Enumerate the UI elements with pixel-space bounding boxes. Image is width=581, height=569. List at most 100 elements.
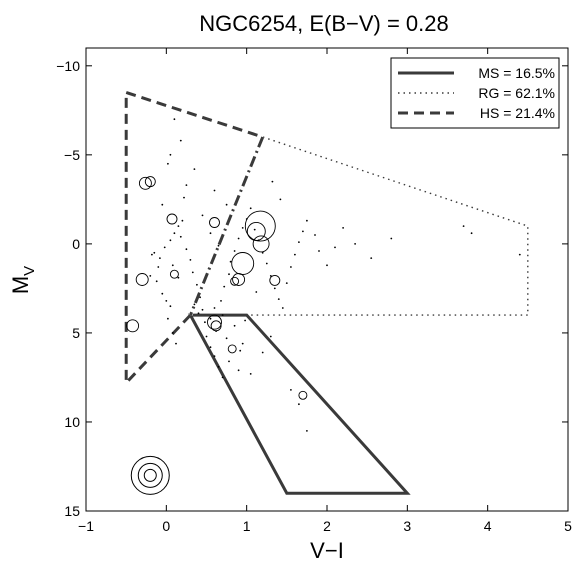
data-point-69 <box>290 389 292 391</box>
data-circle-6 <box>252 235 270 253</box>
data-point-92 <box>279 198 282 201</box>
data-point-28 <box>220 300 222 302</box>
x-tick-label-4: 3 <box>403 518 411 534</box>
data-circle-17 <box>298 390 308 400</box>
data-point-61 <box>518 253 521 256</box>
data-circle-14 <box>207 314 222 330</box>
data-point-87 <box>201 214 204 217</box>
data-circle-9 <box>230 276 240 286</box>
data-point-71 <box>306 430 308 432</box>
data-point-55 <box>342 227 344 229</box>
data-point-64 <box>228 360 230 363</box>
legend-label-solid: MS = 16.5% <box>478 65 555 81</box>
legend-label-dashed: HS = 21.4% <box>480 105 555 121</box>
data-point-13 <box>173 232 176 235</box>
data-point-62 <box>217 365 220 368</box>
data-point-29 <box>223 285 226 288</box>
data-point-31 <box>229 260 232 263</box>
data-point-76 <box>241 342 244 345</box>
data-point-68 <box>269 335 272 338</box>
data-point-93 <box>244 319 247 322</box>
data-point-89 <box>217 244 220 247</box>
data-point-0 <box>149 275 152 277</box>
data-circle-15 <box>210 320 222 332</box>
data-point-74 <box>221 314 224 316</box>
data-point-54 <box>334 246 336 249</box>
data-point-91 <box>271 180 274 183</box>
data-point-16 <box>179 235 182 238</box>
data-point-88 <box>209 232 212 235</box>
data-point-15 <box>181 219 184 222</box>
legend-label-dotted: RG = 62.1% <box>478 85 555 101</box>
data-point-58 <box>390 237 393 240</box>
data-point-9 <box>159 257 161 259</box>
data-point-34 <box>241 227 244 229</box>
data-point-43 <box>277 298 280 300</box>
legend-box <box>390 57 560 129</box>
data-circle-13 <box>126 319 140 333</box>
data-point-24 <box>205 335 208 338</box>
data-point-53 <box>326 264 328 267</box>
size-key <box>130 455 170 495</box>
data-point-4 <box>169 305 172 308</box>
data-point-78 <box>193 303 196 306</box>
region-boundary-underlay <box>188 136 265 316</box>
y-tick-label-1: −5 <box>64 147 80 163</box>
data-point-10 <box>153 251 156 254</box>
data-point-66 <box>249 373 252 375</box>
size-key-ring-0 <box>130 455 170 495</box>
data-circle-0 <box>138 176 152 190</box>
data-point-83 <box>169 153 172 156</box>
data-point-6 <box>171 332 174 334</box>
data-point-81 <box>151 253 153 256</box>
data-point-11 <box>163 246 166 249</box>
data-point-14 <box>177 225 180 228</box>
data-point-47 <box>294 253 296 256</box>
data-point-22 <box>201 308 204 311</box>
data-point-2 <box>161 292 164 295</box>
x-axis-label: V−I <box>310 538 344 563</box>
data-point-40 <box>265 262 268 265</box>
x-tick-label-0: −1 <box>78 518 94 534</box>
data-point-18 <box>189 259 192 261</box>
data-point-12 <box>169 239 172 242</box>
data-point-56 <box>354 243 356 245</box>
data-point-17 <box>185 248 188 251</box>
y-axis-label-sub: V <box>21 266 38 276</box>
size-key-ring-2 <box>143 468 157 482</box>
data-point-65 <box>237 369 240 372</box>
data-point-98 <box>193 168 196 171</box>
data-point-32 <box>233 250 236 252</box>
data-point-60 <box>470 232 473 235</box>
data-point-8 <box>157 266 160 268</box>
data-point-75 <box>233 324 236 327</box>
data-point-52 <box>318 250 320 252</box>
data-point-23 <box>204 321 206 324</box>
legend-entries: MS = 16.5% RG = 62.1% HS = 21.4% <box>398 65 555 121</box>
data-point-46 <box>290 266 292 268</box>
data-point-7 <box>175 342 177 345</box>
data-point-59 <box>462 225 465 228</box>
x-tick-label-3: 2 <box>323 518 331 534</box>
data-circle-4 <box>244 210 276 242</box>
data-circle-12 <box>135 273 149 286</box>
data-point-77 <box>197 312 200 315</box>
data-circle-8 <box>232 273 246 286</box>
y-axis-label: MV <box>8 266 38 294</box>
data-point-45 <box>285 282 288 284</box>
data-point-86 <box>183 196 185 199</box>
chart-title: NGC6254, E(B−V) = 0.28 <box>199 11 448 36</box>
data-point-67 <box>261 351 264 354</box>
data-circle-3 <box>209 217 220 228</box>
data-circle-10 <box>269 274 281 286</box>
data-point-90 <box>255 291 258 293</box>
data-point-80 <box>171 264 174 267</box>
data-point-84 <box>185 184 188 187</box>
data-point-50 <box>306 219 308 222</box>
data-point-99 <box>213 189 216 192</box>
data-circle-5 <box>246 221 266 241</box>
data-circle-7 <box>231 252 255 275</box>
